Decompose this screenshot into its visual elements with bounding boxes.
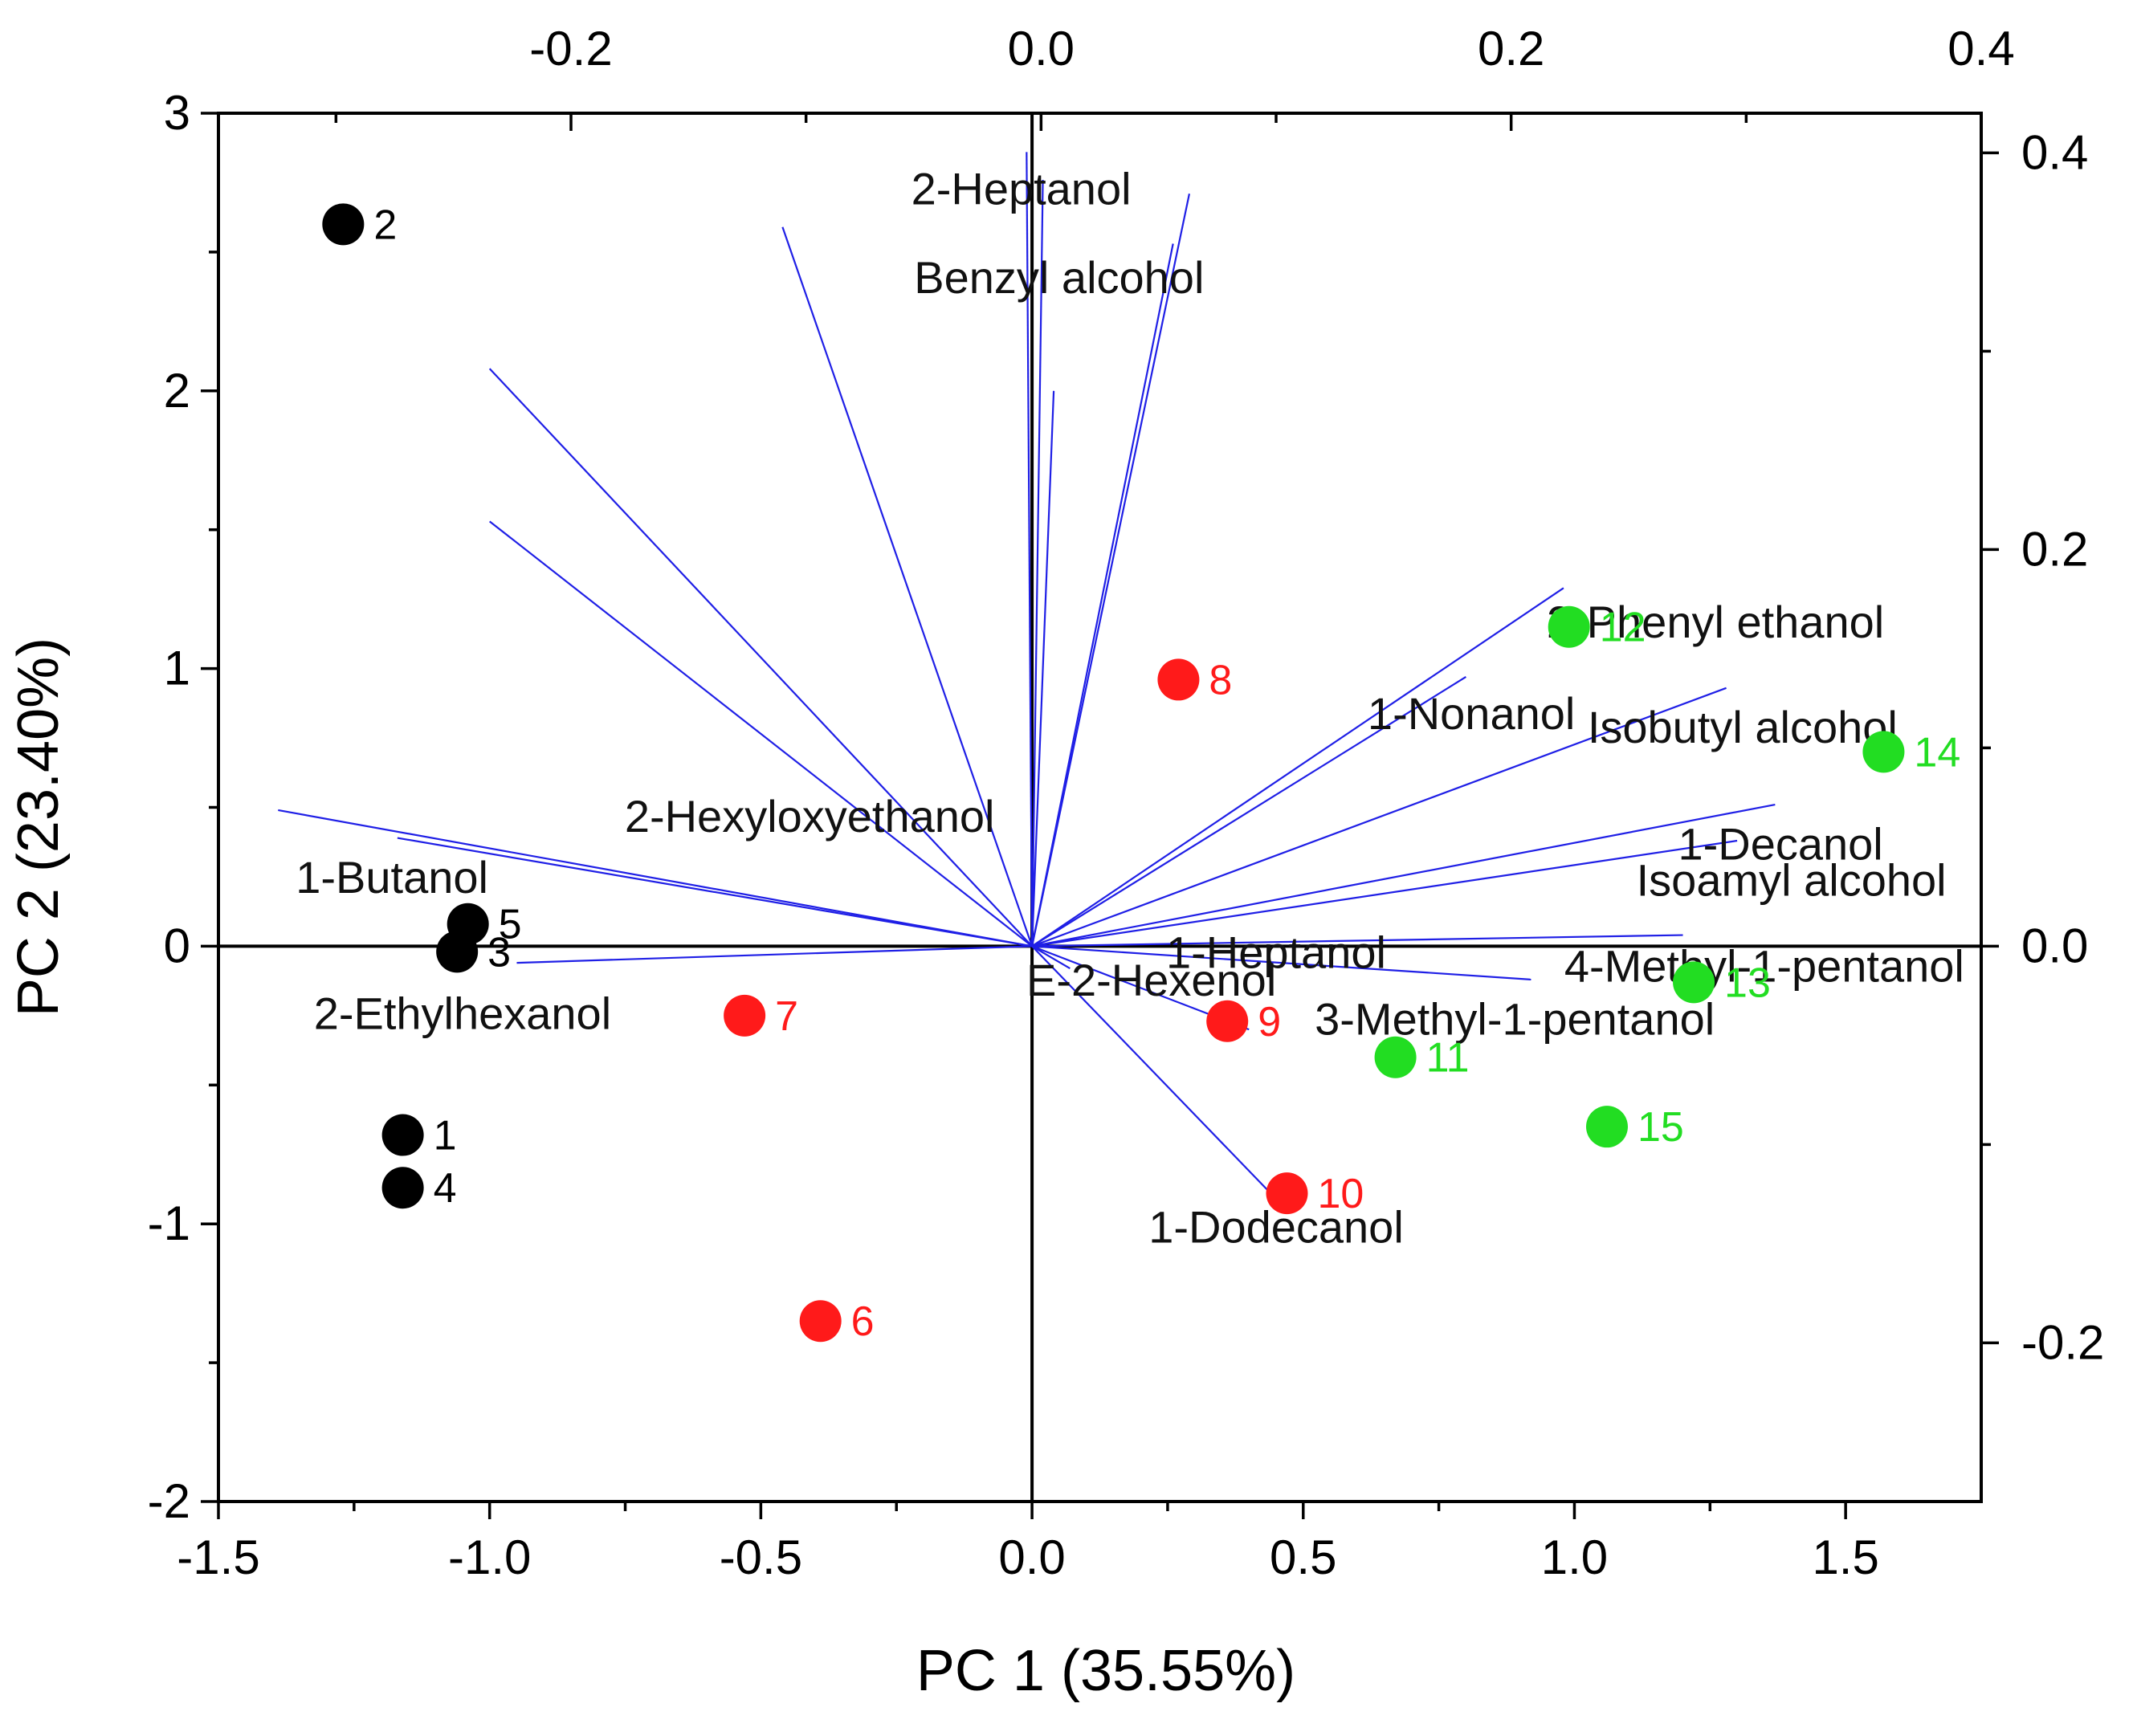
loading-vector-2-phenyl-ethanol <box>1031 587 1564 947</box>
sample-label-5: 5 <box>499 902 522 948</box>
loading-vector-e-2-hexenol <box>1031 945 1071 970</box>
loading-vector-1-heptanol <box>1032 934 1683 947</box>
loading-vector-unlabeled-9 <box>397 837 1033 947</box>
sample-label-12: 12 <box>1600 605 1646 651</box>
loading-vector-isobutyl-alcohol <box>1031 687 1727 947</box>
sample-point-7 <box>724 994 766 1037</box>
variable-label: 2-Hexyloxyethanol <box>625 791 995 842</box>
variable-label: E-2-Hexenol <box>1026 955 1276 1005</box>
sample-point-13 <box>1673 961 1715 1004</box>
loading-vector-2-ethylhexanol <box>516 945 1033 964</box>
x-tick-label: -1.0 <box>448 1530 531 1584</box>
sample-label-7: 7 <box>775 993 798 1040</box>
variable-label: 3-Methyl-1-pentanol <box>1315 993 1715 1044</box>
loading-vector-2-hexyloxyethanol <box>489 520 1033 947</box>
sample-label-1: 1 <box>434 1113 457 1159</box>
y-axis-title: PC 2 (23.40%) <box>6 638 71 1017</box>
x-tick-label: 1.5 <box>1812 1530 1878 1584</box>
x-axis-title: PC 1 (35.55%) <box>916 1639 1295 1703</box>
variable-label: 1-Nonanol <box>1368 688 1575 739</box>
variable-label: Benzyl alcohol <box>914 252 1204 303</box>
sample-point-10 <box>1266 1172 1308 1215</box>
variable-label: 2-Heptanol <box>912 163 1132 214</box>
sample-label-6: 6 <box>851 1298 875 1345</box>
loading-vector-unlabeled-6 <box>488 368 1033 947</box>
sample-point-11 <box>1374 1036 1417 1078</box>
sample-label-15: 15 <box>1637 1104 1684 1151</box>
sample-point-12 <box>1548 605 1590 648</box>
sample-label-10: 10 <box>1318 1171 1364 1217</box>
loading-vector-isoamyl-alcohol <box>1031 839 1738 947</box>
y-tick-label: 3 <box>164 86 190 140</box>
loading-vector-unlabeled-2 <box>1030 243 1174 947</box>
x-tick-label: 1.0 <box>1541 1530 1608 1584</box>
sample-label-14: 14 <box>1914 729 1960 776</box>
top-tick-label: 0.2 <box>1478 22 1544 75</box>
variable-label: 4-Methyl-1-pentanol <box>1564 941 1964 992</box>
right-tick-label: 0.2 <box>2021 522 2088 576</box>
sample-label-8: 8 <box>1209 657 1232 703</box>
x-tick-label: -1.5 <box>177 1530 259 1584</box>
loading-vectors <box>278 152 1776 1194</box>
variable-label: Isoamyl alcohol <box>1637 854 1947 905</box>
loading-vector-benzyl-alcohol <box>1031 194 1191 947</box>
right-tick-label: 0.0 <box>2021 919 2088 972</box>
top-tick-label: -0.2 <box>529 22 612 75</box>
sample-point-4 <box>381 1167 424 1209</box>
sample-point-1 <box>381 1114 424 1156</box>
sample-point-5 <box>447 903 489 945</box>
sample-label-13: 13 <box>1724 960 1771 1006</box>
sample-point-6 <box>799 1300 842 1343</box>
loading-vector-4-methyl-1-pentanol <box>1032 945 1531 980</box>
x-tick-label: 0.5 <box>1270 1530 1336 1584</box>
sample-point-9 <box>1206 1000 1249 1042</box>
sample-label-2: 2 <box>373 202 397 248</box>
sample-point-15 <box>1585 1106 1628 1148</box>
sample-label-9: 9 <box>1258 999 1281 1045</box>
sample-label-4: 4 <box>434 1165 457 1212</box>
loading-vector-1-butanol <box>278 809 1033 947</box>
variable-label: Isobutyl alcohol <box>1588 702 1898 752</box>
sample-label-3: 3 <box>487 929 511 976</box>
variable-label: 1-Decanol <box>1678 818 1882 869</box>
variable-label: 2-Ethylhexanol <box>314 988 611 1038</box>
plot-border <box>217 112 1983 1503</box>
x-tick-label: -0.5 <box>720 1530 802 1584</box>
sample-point-8 <box>1157 658 1200 701</box>
loading-vector-unlabeled-3 <box>1030 179 1044 947</box>
loading-vector-1-nonanol <box>1031 676 1466 947</box>
variable-label: 1-Butanol <box>296 852 488 903</box>
loading-vector-1-dodecanol <box>1031 945 1272 1194</box>
y-tick-label: 1 <box>164 642 190 695</box>
sample-point-14 <box>1862 731 1905 773</box>
y-tick-label: -1 <box>148 1196 190 1250</box>
variable-labels: 2-Heptanol Benzyl alcohol 2-Phenyl ethanol… <box>296 163 1964 1252</box>
loading-vector-unlabeled-5 <box>781 226 1034 947</box>
loading-vector-2-heptanol <box>1026 152 1034 947</box>
sample-point-2 <box>322 203 365 246</box>
y-tick-label: 2 <box>164 364 190 418</box>
x-tick-label: 0.0 <box>998 1530 1065 1584</box>
plot-frame <box>217 112 1983 1503</box>
variable-label: 2-Phenyl ethanol <box>1547 597 1884 647</box>
top-tick-label: 0.0 <box>1008 22 1075 75</box>
zero-lines <box>218 113 1981 1502</box>
y-tick-label: -2 <box>148 1474 190 1528</box>
right-tick-label: -0.2 <box>2021 1315 2104 1369</box>
right-tick-label: 0.4 <box>2021 125 2088 179</box>
sample-label-11: 11 <box>1426 1035 1470 1082</box>
y-tick-label: 0 <box>164 919 190 972</box>
loading-vector-1-decanol <box>1031 803 1776 947</box>
loading-vector-unlabeled-4 <box>1030 390 1055 947</box>
variable-label: 1-Heptanol <box>1166 927 1386 977</box>
top-tick-label: 0.4 <box>1947 22 2014 75</box>
